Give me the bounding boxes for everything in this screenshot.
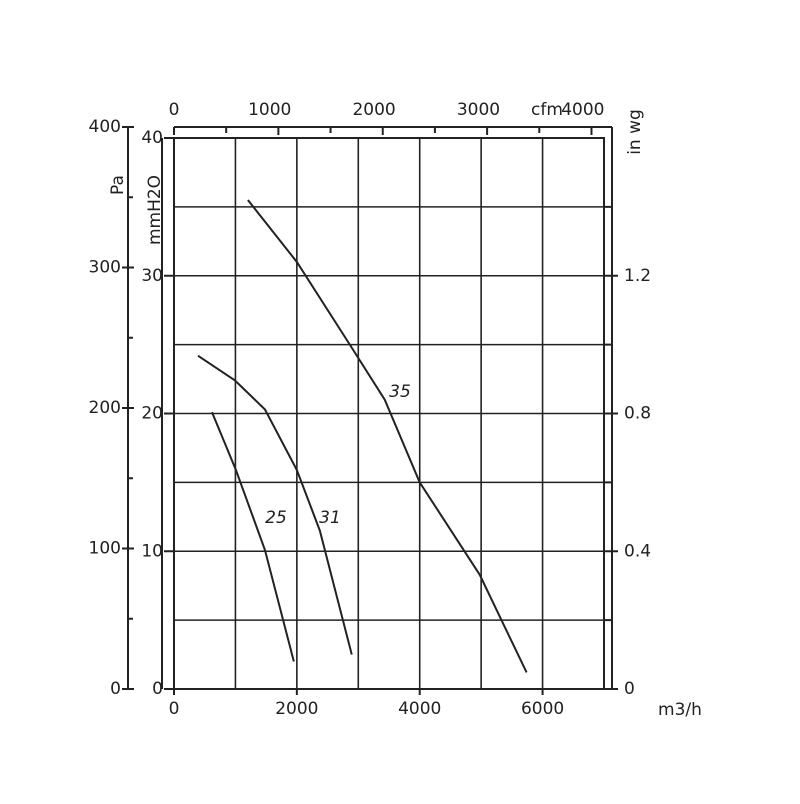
curve	[211, 411, 295, 662]
y-tick-label: 20	[141, 404, 163, 424]
x-axis-label: m3/h	[658, 700, 702, 720]
curve-label: 35	[389, 382, 411, 402]
curve-label: 25	[265, 508, 287, 528]
y2-axis-label: in wg	[625, 109, 645, 155]
x2-tick-label: 4000	[561, 100, 604, 120]
y-tick-label: 10	[141, 541, 163, 561]
pa-tick-label: 300	[89, 258, 121, 278]
y-tick-label: 30	[141, 266, 163, 286]
y-tick-label: 40	[141, 128, 163, 148]
pa-tick-label: 200	[89, 398, 121, 418]
x-tick-label: 2000	[275, 699, 318, 719]
x-tick-label: 4000	[398, 699, 441, 719]
y2-tick-label: 1.2	[624, 266, 651, 286]
y2-tick-label: 0.8	[624, 404, 651, 424]
x2-tick-label: 3000	[457, 100, 500, 120]
x2-tick-label: 1000	[248, 100, 291, 120]
pa-axis-label: Pa	[108, 175, 128, 195]
x2-tick-label: 0	[169, 100, 180, 120]
curve	[247, 199, 528, 673]
pa-tick-label: 400	[89, 117, 121, 137]
y-axis-label: mmH2O	[145, 175, 165, 245]
pa-tick-label: 100	[89, 539, 121, 559]
x2-tick-label: 2000	[352, 100, 395, 120]
y2-tick-label: 0.4	[624, 541, 651, 561]
x-tick-label: 0	[169, 699, 180, 719]
curve	[197, 354, 353, 655]
pa-tick-label: 0	[110, 679, 121, 699]
y-tick-label: 0	[152, 679, 163, 699]
x-tick-label: 6000	[521, 699, 564, 719]
x2-axis-label: cfm	[531, 100, 563, 120]
y2-tick-label: 0	[624, 679, 635, 699]
curve-label: 31	[319, 508, 341, 528]
